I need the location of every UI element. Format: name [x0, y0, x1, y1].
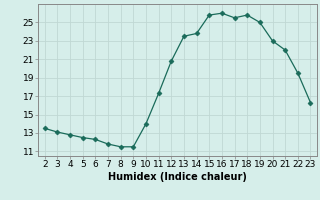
X-axis label: Humidex (Indice chaleur): Humidex (Indice chaleur): [108, 172, 247, 182]
